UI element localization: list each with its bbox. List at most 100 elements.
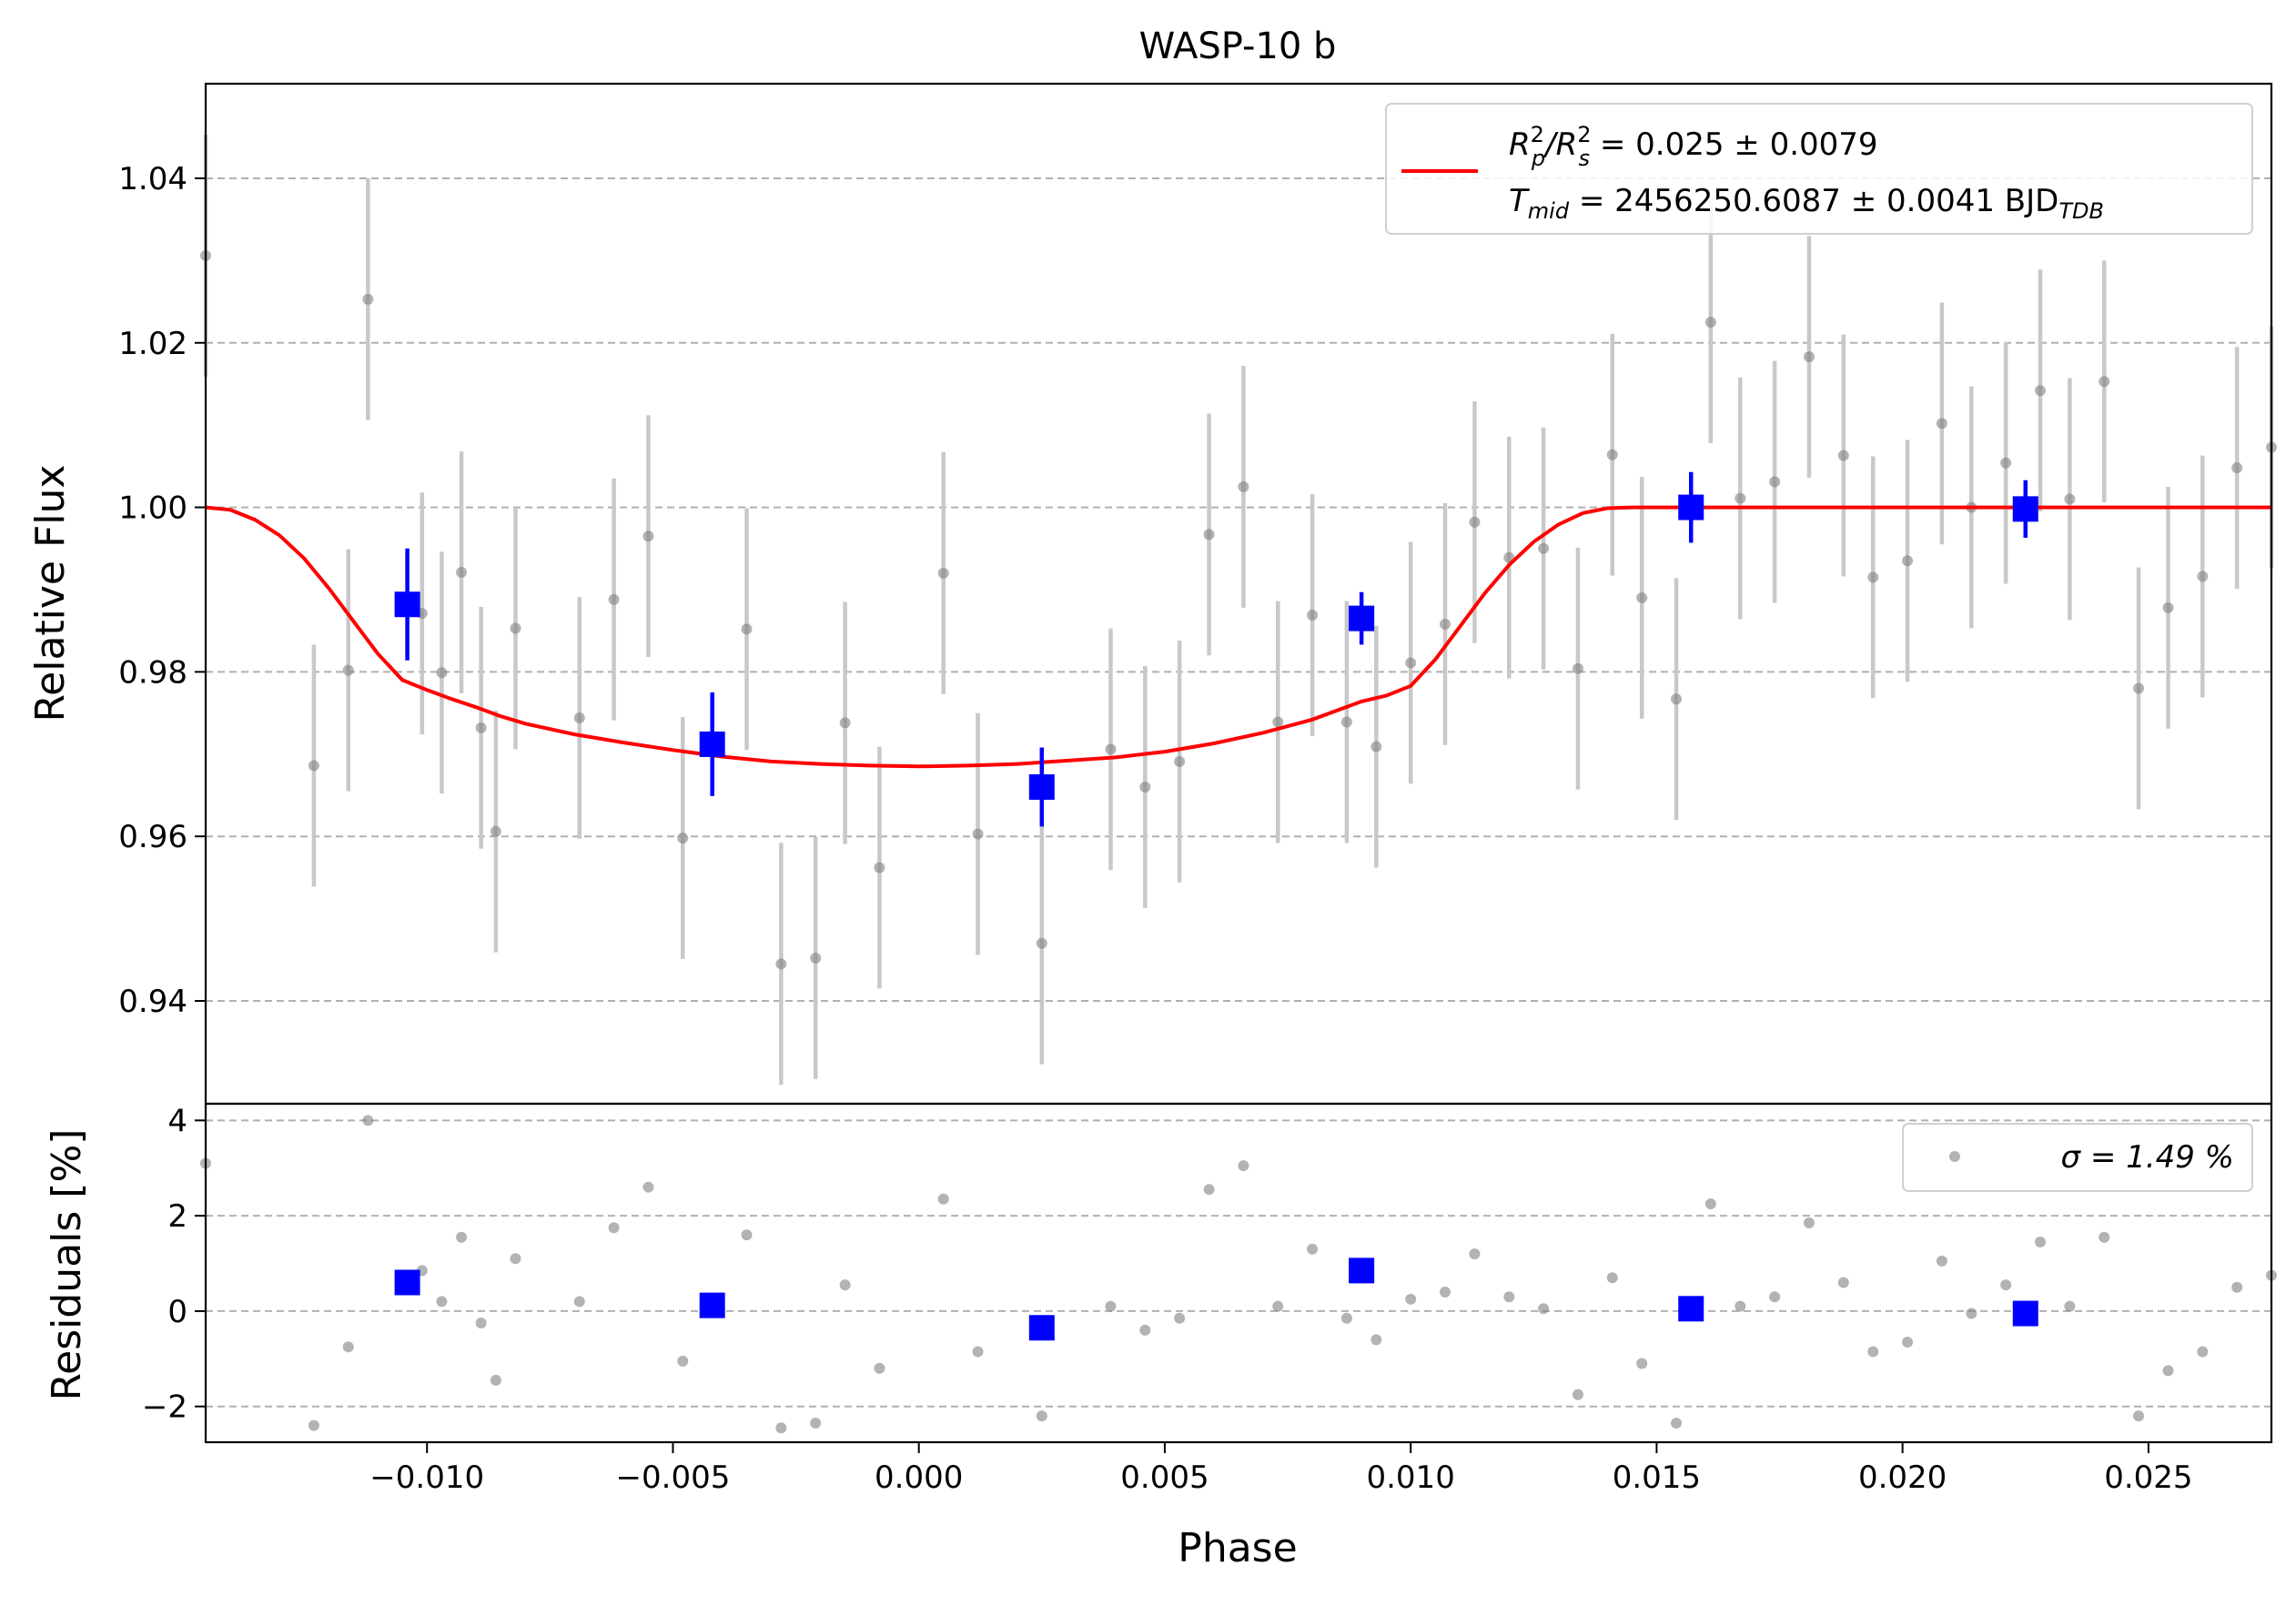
data-point: [2000, 457, 2012, 469]
data-point: [1405, 657, 1417, 669]
residual-point: [1405, 1293, 1417, 1305]
x-axis-label: Phase: [1178, 1525, 1297, 1571]
residual-point: [1238, 1160, 1249, 1172]
data-point: [2162, 601, 2174, 613]
residual-point: [1936, 1255, 1947, 1267]
residual-point: [2034, 1236, 2046, 1247]
residual-point: [1671, 1418, 1683, 1429]
data-point: [1704, 317, 1716, 328]
residual-point: [362, 1115, 374, 1126]
data-point: [1139, 781, 1151, 793]
x-tick-label: 0.010: [1366, 1460, 1454, 1496]
data-point: [810, 952, 822, 964]
residual-point: [677, 1355, 689, 1367]
residual-point: [2197, 1346, 2209, 1358]
x-tick-label: −0.005: [616, 1460, 731, 1496]
x-tick-label: −0.010: [369, 1460, 484, 1496]
top-ytick-label: 1.02: [118, 326, 187, 362]
data-point: [1203, 529, 1215, 540]
data-point: [1340, 716, 1352, 728]
binned-point: [699, 731, 725, 757]
chart-title: WASP-10 b: [1139, 25, 1337, 67]
data-point: [874, 862, 885, 874]
residual-point: [2099, 1231, 2110, 1243]
residual-point: [937, 1193, 949, 1205]
residual-point: [775, 1422, 787, 1434]
top-panel: 0.94 0.96 0.98 1.00 1.02 1.04 Relative Flux R…: [27, 82, 2277, 1106]
binned-point: [1678, 494, 1704, 520]
binned-residual-point: [1678, 1296, 1704, 1322]
residual-point: [810, 1418, 822, 1429]
residual-point: [1503, 1291, 1515, 1303]
bottom-ytick-label: −2: [142, 1389, 187, 1426]
x-tick-label: 0.020: [1858, 1460, 1947, 1496]
residual-point: [2000, 1279, 2012, 1291]
residual-point: [1704, 1198, 1716, 1210]
data-point: [456, 566, 468, 578]
binned-residual-point: [1028, 1315, 1055, 1341]
top-legend: R2 p/R2 s = 0.025 ± 0.0079 Tmid = 2456250.…: [1385, 103, 2253, 235]
residual-point: [1036, 1410, 1047, 1422]
top-ytick-label: 0.96: [118, 819, 187, 855]
bottom-y-axis-label: Residuals [%]: [44, 1129, 90, 1401]
bottom-ytick-label: 0: [167, 1294, 187, 1330]
bottom-panel-frame: [204, 1102, 2273, 1444]
residual-point: [608, 1222, 620, 1234]
data-point: [937, 567, 949, 579]
data-point: [642, 530, 654, 542]
binned-residual-point: [394, 1269, 420, 1296]
data-point: [1902, 555, 1914, 567]
data-point: [1272, 716, 1284, 728]
bottom-legend-box: [1902, 1123, 2253, 1192]
data-point: [1671, 693, 1683, 705]
residual-point: [1606, 1272, 1618, 1284]
binned-point: [1028, 773, 1055, 800]
data-point: [2231, 462, 2243, 474]
data-point: [1735, 492, 1746, 504]
data-point: [1636, 592, 1648, 604]
legend-sigma: σ = 1.49 %: [2061, 1139, 2234, 1176]
residual-point: [642, 1181, 654, 1193]
data-point: [362, 293, 374, 305]
residual-point: [573, 1296, 585, 1308]
residual-point: [1837, 1277, 1849, 1288]
data-point: [839, 717, 851, 729]
data-point: [2099, 376, 2110, 388]
binned-residual-point: [2012, 1300, 2038, 1327]
data-point: [1538, 542, 1550, 554]
residual-point: [1307, 1243, 1319, 1255]
residual-point: [1966, 1308, 1977, 1319]
residual-point: [1203, 1184, 1215, 1196]
data-point: [1036, 937, 1047, 949]
residual-point: [2162, 1365, 2174, 1377]
data-point: [308, 760, 319, 772]
data-point: [741, 623, 753, 635]
residual-point: [1867, 1346, 1879, 1358]
top-ytick-label: 1.04: [118, 161, 187, 197]
data-point: [1803, 351, 1815, 363]
residual-point: [1735, 1300, 1746, 1312]
data-point: [1105, 743, 1117, 755]
residual-point: [839, 1279, 851, 1291]
legend-residual-marker: [1949, 1151, 1960, 1162]
residual-point: [436, 1296, 448, 1308]
data-point: [342, 664, 354, 676]
residual-point: [741, 1229, 753, 1241]
data-point: [1371, 741, 1382, 752]
binned-point: [394, 591, 420, 618]
residual-point: [2133, 1410, 2145, 1422]
residual-point: [1272, 1300, 1284, 1312]
data-point: [608, 593, 620, 605]
residual-point: [1139, 1324, 1151, 1336]
residual-point: [1105, 1300, 1117, 1312]
top-ytick-label: 0.94: [118, 984, 187, 1020]
bottom-ytick-label: 4: [167, 1103, 187, 1139]
residual-point: [972, 1346, 984, 1358]
residual-point: [456, 1231, 468, 1243]
data-point: [573, 712, 585, 724]
data-point: [1867, 571, 1879, 583]
residual-point: [1636, 1358, 1648, 1369]
data-point: [677, 832, 689, 843]
